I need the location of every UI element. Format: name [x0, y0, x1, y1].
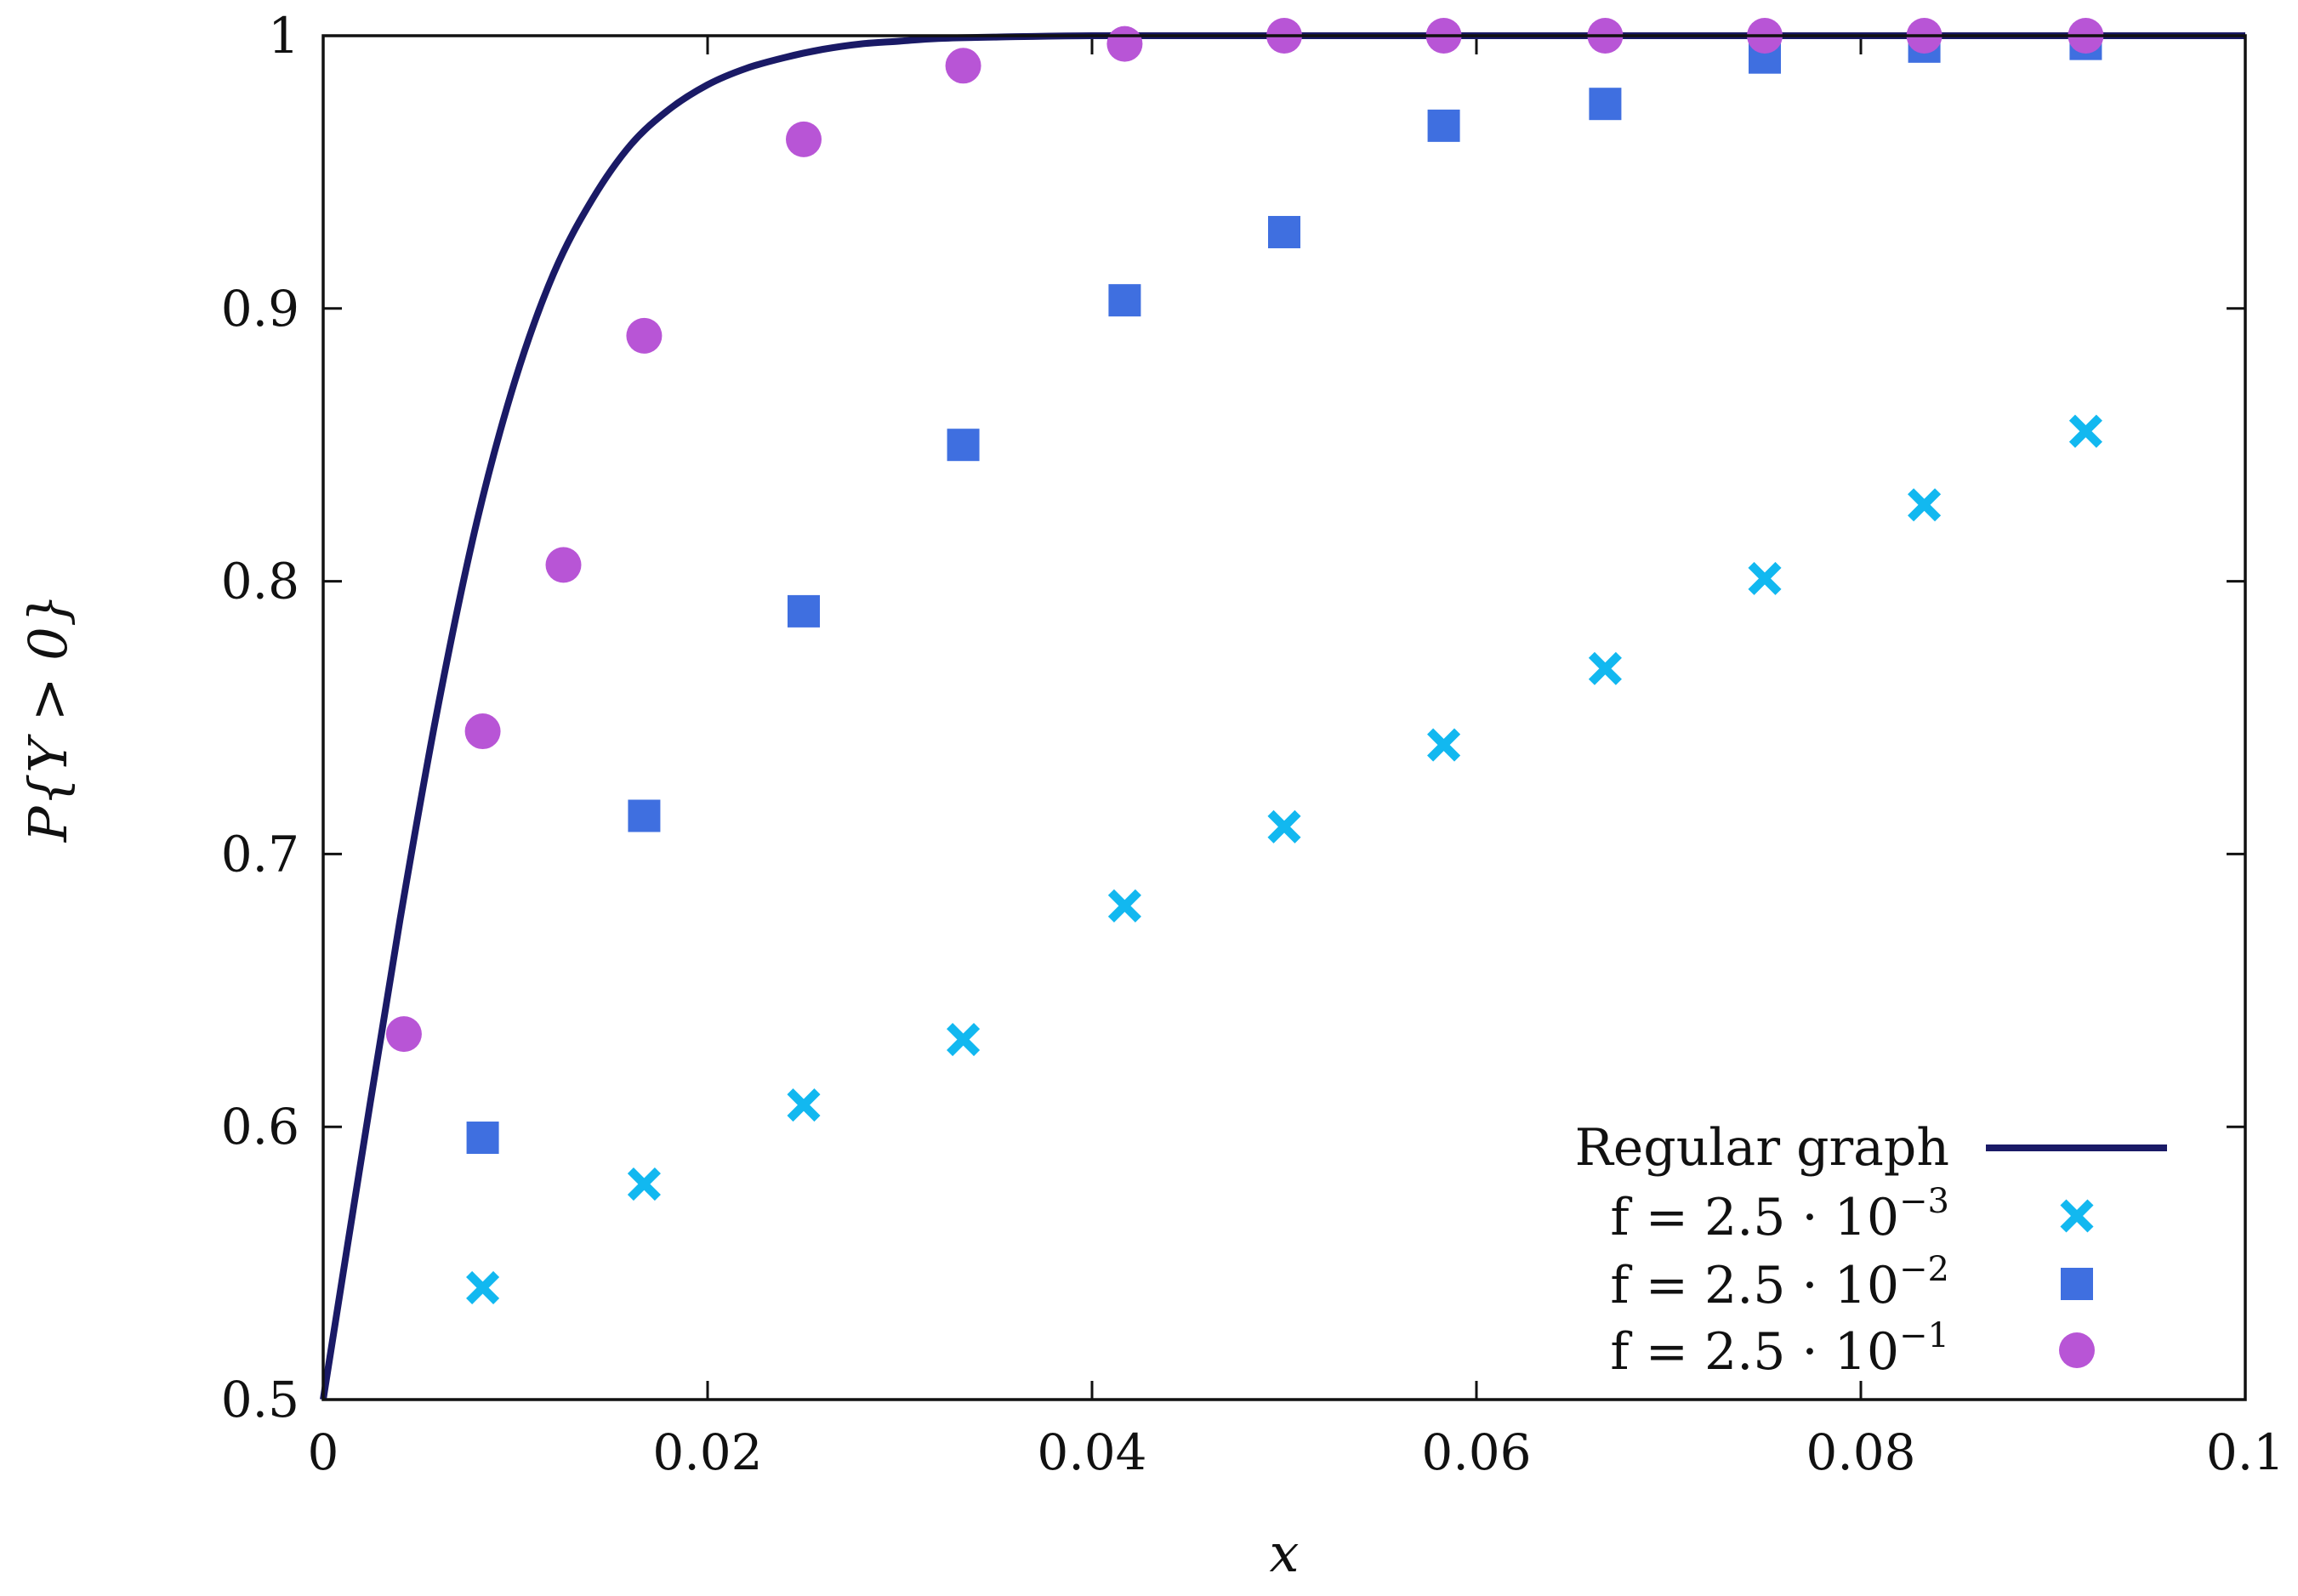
x-cross-point — [466, 1270, 500, 1305]
y-tick-label: 0.5 — [221, 1371, 299, 1428]
y-tick-label: 0.9 — [221, 280, 299, 338]
legend: Regular graph f = 2.5 · 10−3 f = 2.5 · 1… — [1575, 1118, 2167, 1382]
x-tick-label: 0 — [308, 1423, 339, 1481]
x-cross-point — [1267, 809, 1301, 843]
y-tick-label: 0.8 — [221, 553, 299, 611]
legend-exp-f-1e-3: −3 — [1899, 1182, 1949, 1221]
circle-point — [464, 713, 501, 750]
x-cross-point — [2060, 1199, 2094, 1233]
x-cross-stroke — [1908, 488, 1942, 522]
x-tick-label: 0.06 — [1421, 1423, 1531, 1481]
legend-label-f-1e-1: f = 2.5 · 10−1 — [1610, 1316, 1949, 1382]
square-point — [1108, 284, 1141, 317]
y-tick-label: 0.7 — [221, 825, 299, 883]
x-cross-stroke — [466, 1270, 500, 1305]
x-cross-point — [1588, 651, 1622, 685]
x-cross-stroke — [1427, 728, 1461, 762]
x-axis-label: x — [1270, 1522, 1300, 1584]
tick-labels: 0 0.02 0.04 0.06 0.08 0.1 0.5 0.6 0.7 0.8 0.9 1 — [221, 7, 2284, 1481]
x-tick-label: 0.04 — [1037, 1423, 1146, 1481]
square-point — [947, 429, 980, 462]
legend-marker-square — [2061, 1268, 2093, 1300]
circle-point — [385, 1016, 422, 1053]
plot-frame — [321, 34, 2247, 1401]
x-cross-stroke — [1748, 561, 1782, 595]
legend-marker-x-cross — [2060, 1199, 2094, 1233]
x-cross-point — [627, 1167, 661, 1201]
x-tick-label: 0.02 — [652, 1423, 762, 1481]
circle-point — [2059, 1332, 2095, 1368]
x-cross-point — [787, 1088, 821, 1122]
legend-label-f-1e-2: f = 2.5 · 10−2 — [1610, 1250, 1949, 1315]
data-points — [385, 18, 2104, 1305]
circle-point — [1106, 26, 1143, 62]
square-point — [788, 594, 820, 628]
x-cross-point — [1748, 561, 1782, 595]
x-cross-point — [1908, 488, 1942, 522]
x-cross-stroke — [627, 1167, 661, 1201]
square-point — [2061, 1268, 2093, 1300]
legend-label-f-1e-3: f = 2.5 · 10−3 — [1610, 1182, 1949, 1247]
legend-base-f-1e-3: f = 2.5 · 10 — [1610, 1188, 1899, 1247]
legend-exp-f-1e-1: −1 — [1899, 1316, 1949, 1355]
y-tick-label: 1 — [268, 7, 299, 65]
x-cross-point — [1427, 728, 1461, 762]
square-point — [1268, 215, 1300, 248]
x-cross-stroke — [787, 1088, 821, 1122]
x-cross-stroke — [1107, 889, 1141, 923]
circle-point — [626, 317, 663, 354]
square-point — [466, 1122, 499, 1155]
x-cross-stroke — [1588, 651, 1622, 685]
legend-exp-f-1e-2: −2 — [1899, 1250, 1949, 1289]
legend-base-f-1e-1: f = 2.5 · 10 — [1610, 1322, 1899, 1382]
x-tick-label: 0.1 — [2206, 1423, 2284, 1481]
x-cross-point — [1107, 889, 1141, 923]
x-tick-label: 0.08 — [1806, 1423, 1915, 1481]
y-tick-label: 0.6 — [221, 1098, 299, 1156]
y-axis-label: P{Y > 0} — [17, 594, 79, 843]
x-cross-point — [2068, 414, 2102, 448]
legend-label-regular-graph: Regular graph — [1575, 1118, 1949, 1178]
square-point — [1589, 88, 1622, 121]
circle-point — [945, 48, 981, 84]
circle-point — [786, 121, 822, 157]
legend-base-f-1e-2: f = 2.5 · 10 — [1610, 1256, 1899, 1315]
square-point — [1427, 109, 1460, 142]
x-cross-stroke — [947, 1023, 981, 1057]
legend-marker-circle — [2059, 1332, 2095, 1368]
square-point — [628, 799, 661, 832]
x-cross-stroke — [2068, 414, 2102, 448]
x-cross-stroke — [1267, 809, 1301, 843]
x-cross-stroke — [2060, 1199, 2094, 1233]
circle-point — [545, 547, 582, 583]
x-cross-point — [947, 1023, 981, 1057]
